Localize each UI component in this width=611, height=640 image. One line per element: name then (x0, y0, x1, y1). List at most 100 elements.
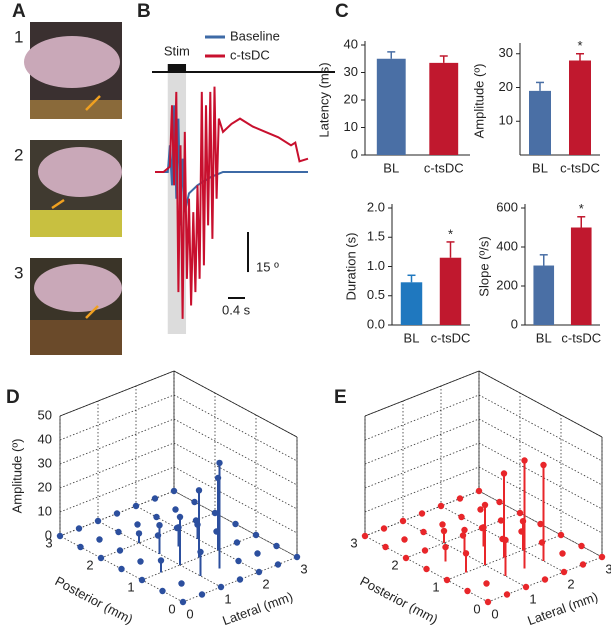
photo-number: 1 (14, 27, 23, 46)
stem-head (420, 528, 427, 536)
bar (570, 227, 592, 325)
x-tick-label: BL (404, 330, 420, 345)
y-tick-label: 1.0 (367, 258, 385, 273)
stem-head (483, 580, 490, 587)
grid-line (364, 442, 480, 489)
stem-head (380, 525, 388, 532)
stem-head (423, 565, 430, 573)
bar (569, 60, 591, 155)
significance: * (448, 226, 453, 241)
y-tick-label: 2 (391, 557, 398, 572)
stem-head (497, 517, 505, 524)
significance: * (577, 38, 582, 53)
y-tick-label: 1 (432, 579, 439, 594)
y-tick-label: 2.0 (367, 199, 385, 214)
stem-head (235, 557, 242, 565)
y-tick-label: 30 (344, 64, 358, 79)
x-tick-label: 2 (262, 576, 269, 591)
x-tick-label: BL (383, 160, 399, 175)
stem-head (138, 576, 146, 584)
photo-floor (30, 320, 122, 355)
grid-line (364, 466, 480, 513)
panel-label: A (12, 1, 26, 22)
photos: 1 2 3 (14, 22, 122, 355)
stem-head (459, 532, 467, 539)
y-axis-label: Posterior (mm) (358, 573, 441, 627)
stem-head (464, 587, 471, 595)
bar (429, 62, 459, 155)
grid-line (173, 394, 298, 462)
stim-bar (167, 64, 187, 72)
grid-line (173, 418, 298, 486)
y-tick-label: 40 (344, 36, 358, 51)
grid-line (59, 418, 175, 465)
stem-head (113, 510, 121, 517)
significance: * (579, 201, 584, 216)
stem-head (56, 532, 64, 540)
x-tick-label: 1 (529, 591, 536, 606)
stem-head (477, 506, 484, 513)
stem-head (236, 576, 244, 583)
stem-head (191, 498, 198, 506)
stem-head (176, 513, 184, 521)
stem-head (559, 550, 566, 557)
stem-head (437, 502, 445, 510)
y-tick-label: 1 (127, 579, 134, 594)
arrow (85, 95, 101, 111)
stem-head (401, 536, 408, 543)
box-edge (173, 370, 298, 438)
stem-head (475, 487, 483, 495)
grid-line (59, 394, 175, 441)
box-edge (478, 370, 603, 438)
stem-head (137, 558, 144, 565)
grid-line (478, 394, 603, 462)
grid-line (59, 466, 175, 513)
stem-head (418, 510, 426, 517)
stem-head (172, 506, 179, 513)
stem-head (75, 525, 83, 532)
stem-head (216, 459, 223, 467)
y-tick-label: 1.5 (367, 229, 385, 244)
stem-head (382, 543, 389, 551)
x-tick-label: 3 (605, 561, 611, 576)
stem-head (195, 487, 203, 494)
stem-head (500, 470, 508, 477)
panel-label: C (335, 1, 349, 22)
photo-subject (38, 147, 122, 197)
stem-head (521, 457, 528, 464)
stem-head (361, 532, 369, 540)
stem-head (442, 543, 449, 551)
z-tick-label: 20 (38, 479, 52, 494)
stem-head (439, 521, 446, 528)
stem-head (421, 547, 429, 554)
stem-head (159, 587, 166, 595)
x-tick-label: 1 (224, 591, 231, 606)
stem-head (402, 554, 410, 562)
stem-head (211, 509, 219, 517)
stem-head (173, 524, 181, 532)
photo-floor (30, 210, 122, 237)
z-tick-label: 50 (38, 407, 52, 422)
stem-head (213, 528, 220, 535)
y-tick-label: 200 (496, 277, 518, 292)
stem-head (484, 598, 492, 606)
stem-head (135, 530, 143, 537)
stem-head (518, 528, 525, 535)
stem-head (519, 518, 527, 525)
y-tick-label: 0 (511, 316, 518, 331)
y-axis-label: Posterior (mm) (53, 573, 136, 627)
grid-line (173, 466, 298, 534)
stem-head (116, 547, 124, 554)
stem-head (96, 536, 103, 543)
stem-head (578, 542, 585, 550)
y-tick-label: 3 (45, 535, 52, 550)
stem-head (399, 517, 407, 525)
y-axis-label: Latency (ms) (316, 62, 331, 137)
stem-head (598, 553, 606, 561)
x-tick-label: c-tsDC (561, 330, 601, 345)
stem-head (233, 539, 241, 546)
stem-head (560, 568, 568, 576)
x-tick-label: c-tsDC (560, 160, 600, 175)
z-tick-label: 40 (38, 431, 52, 446)
